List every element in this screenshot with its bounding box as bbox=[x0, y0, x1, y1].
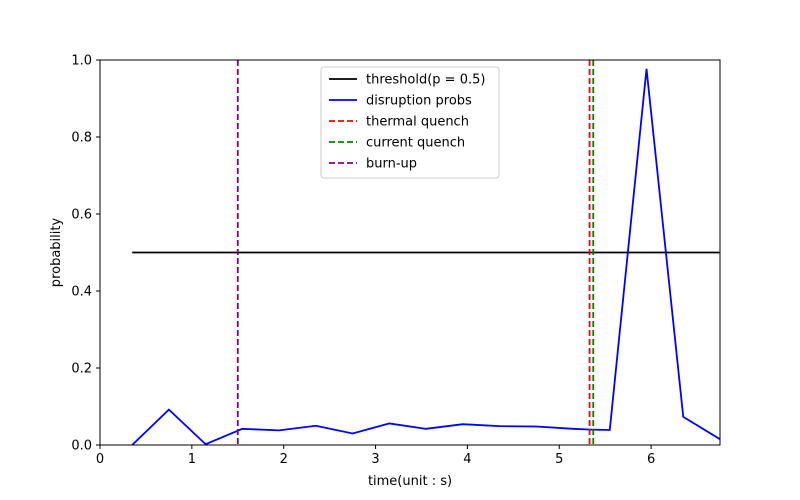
y-tick-label: 0.0 bbox=[71, 439, 92, 454]
legend-label: thermal quench bbox=[366, 115, 469, 130]
x-tick-label: 1 bbox=[188, 452, 196, 467]
y-tick-label: 0.2 bbox=[71, 362, 92, 377]
x-tick-label: 5 bbox=[555, 452, 563, 467]
legend-label: disruption probs bbox=[366, 94, 472, 109]
y-axis: 0.0 0.2 0.4 0.6 0.8 1.0 bbox=[71, 54, 100, 454]
x-tick-label: 4 bbox=[463, 452, 471, 467]
x-tick-label: 3 bbox=[371, 452, 379, 467]
legend-label: current quench bbox=[366, 136, 465, 151]
y-tick-label: 0.6 bbox=[71, 208, 92, 223]
plot-area bbox=[99, 59, 721, 446]
x-axis-label: time(unit : s) bbox=[368, 474, 452, 489]
legend-label: threshold(p = 0.5) bbox=[366, 73, 485, 88]
legend-label: burn-up bbox=[366, 157, 417, 172]
y-tick-label: 1.0 bbox=[71, 54, 92, 69]
x-tick-label: 0 bbox=[96, 452, 104, 467]
x-axis: 0 1 2 3 4 5 6 bbox=[96, 445, 655, 467]
series-line-1 bbox=[131, 68, 720, 445]
x-tick-label: 2 bbox=[280, 452, 288, 467]
plot-frame bbox=[99, 59, 721, 446]
legend-box bbox=[320, 66, 500, 179]
y-tick-label: 0.8 bbox=[71, 131, 92, 146]
y-axis-label: probability bbox=[49, 218, 64, 288]
legend: threshold(p = 0.5) disruption probs therma… bbox=[320, 66, 500, 179]
plot-series bbox=[131, 60, 720, 445]
y-tick-label: 0.4 bbox=[71, 285, 92, 300]
x-tick-label: 6 bbox=[647, 452, 655, 467]
